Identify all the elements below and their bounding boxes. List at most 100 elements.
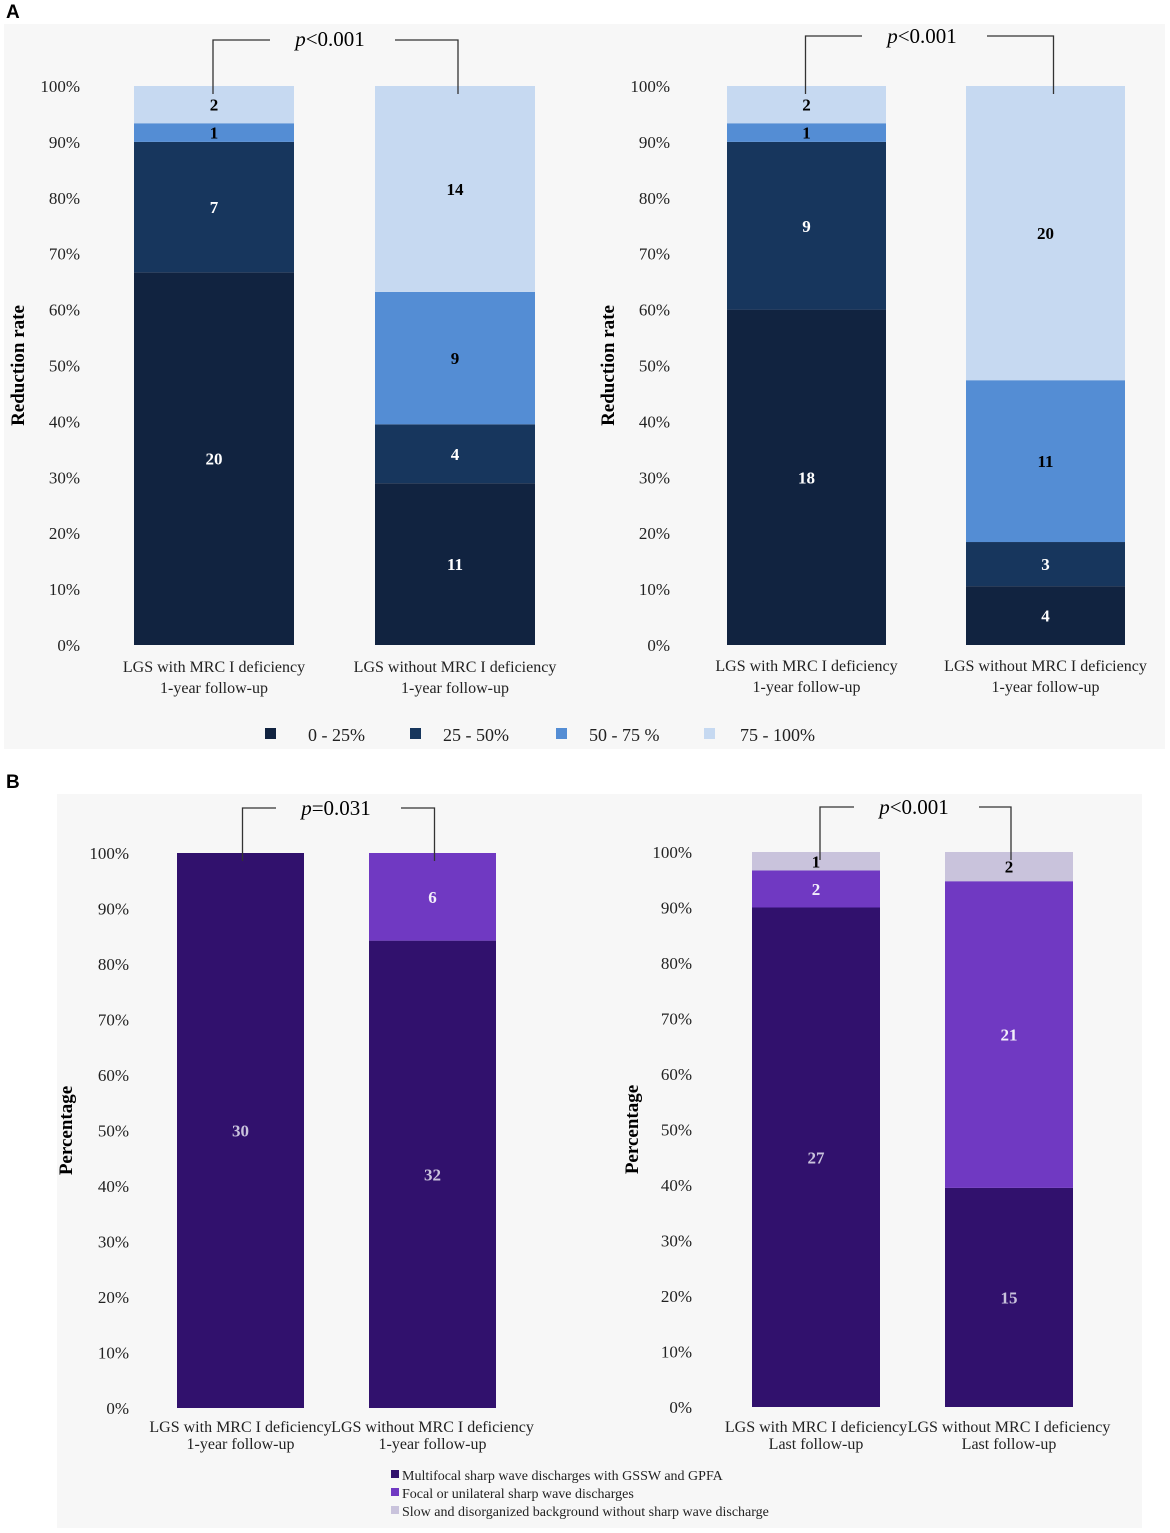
panelb-chart1-ytick-label: 0% [106, 1399, 129, 1418]
panelb-chart1-ytick-label: 90% [98, 900, 129, 919]
panelb-chart2-bar-2-data-label-1: 15 [1001, 1288, 1018, 1307]
panela-chart1-ytick-label: 100% [40, 77, 80, 96]
panelb-chart2-y-axis-title: Percentage [622, 1085, 643, 1174]
panelb-chart2-ytick-label: 60% [661, 1065, 692, 1084]
panelb-chart2-category-label-2: LGS without MRC I deficiency [908, 1419, 1111, 1436]
legend-b-swatch-2 [391, 1488, 399, 1496]
panela-chart2-bar-1-segment-2 [727, 141, 886, 310]
panela-chart1-bar-2-segment-1 [375, 483, 535, 645]
panelb-chart1-significance-bracket [241, 807, 436, 861]
panelb-chart1-category-sublabel-1: 1-year follow-up [187, 1436, 295, 1453]
panela-chart2-bar-2-segment-2 [966, 542, 1125, 587]
panelb-chart2-bar-2-segment-2 [945, 881, 1073, 1188]
panela-chart1-significance-bracket [212, 39, 459, 94]
panelb-chart2-p-value-number: <0.001 [890, 795, 949, 819]
panela-chart1-category-label-1: LGS with MRC I deficiency [123, 659, 305, 676]
panelb-chart2-ytick-label: 90% [661, 899, 692, 918]
panela-chart2-ytick-label: 0% [647, 636, 670, 655]
panela-chart1-ytick-label: 10% [49, 580, 80, 599]
panela-chart2-bar-1-segment-3 [727, 123, 886, 142]
panelb-chart2-p-value: p<0.001 [877, 795, 949, 819]
panelb-chart1-p-value-symbol: p [299, 796, 312, 820]
panela-chart1-bar-2-segment-3 [375, 291, 535, 425]
panelb-chart1-ytick-label: 30% [98, 1233, 129, 1252]
panela-chart1-y-axis-title: Reduction rate [8, 305, 29, 426]
panela-chart2-category-label-2: LGS without MRC I deficiency [944, 658, 1147, 675]
panelb-chart2-category-label-1: LGS with MRC I deficiency [725, 1419, 907, 1436]
panelb-chart2-ytick-label: 20% [661, 1287, 692, 1306]
panelb-chart1-bar-1-segment-1 [177, 853, 304, 1408]
panela-chart1-category-label-2: LGS without MRC I deficiency [354, 659, 557, 676]
panela-chart2-p-value: p<0.001 [885, 24, 957, 48]
panelb-chart2-ytick-label: 40% [661, 1176, 692, 1195]
panela-chart1-bar-1-data-label-2: 7 [210, 198, 219, 217]
panela-chart1-p-value: p<0.001 [293, 27, 365, 51]
panela-chart2-ytick-label: 30% [639, 468, 670, 487]
panelb-chart1-ytick-label: 40% [98, 1177, 129, 1196]
panela-chart2-ytick-label: 10% [639, 580, 670, 599]
panela-chart2-category-label-1: LGS with MRC I deficiency [715, 658, 897, 675]
legend-a-label-2: 25 - 50% [443, 725, 509, 745]
panela-chart2-category-sublabel-1: 1-year follow-up [753, 679, 861, 696]
panelb-chart2-significance-bracket [819, 806, 1012, 860]
panelb-chart2-ytick-label: 30% [661, 1232, 692, 1251]
panela-chart1-bar-1-segment-2 [134, 141, 294, 273]
panela-chart1-bar-1-data-label-1: 20 [206, 450, 223, 469]
panela-chart2-bar-1-data-label-1: 18 [798, 468, 815, 487]
panela-chart2-y-axis-title: Reduction rate [598, 305, 619, 426]
panela-chart1-bar-2-data-label-4: 14 [447, 180, 465, 199]
panelb-chart1-ytick-label: 10% [98, 1344, 129, 1363]
legend-b-swatch-1 [391, 1470, 399, 1478]
panela-chart2-ytick-label: 70% [639, 245, 670, 264]
panelb-chart2-bar-2-segment-3 [945, 852, 1073, 882]
legend-b-swatch-3 [391, 1506, 399, 1514]
panelb-chart2-ytick-label: 100% [652, 843, 692, 862]
panelb-chart2-bar-1-segment-1 [752, 907, 880, 1407]
panelb-chart1-ytick-label: 100% [89, 844, 129, 863]
panelb-chart1-ytick-label: 70% [98, 1011, 129, 1030]
panelb-chart2-bar-2-data-label-3: 2 [1005, 858, 1014, 877]
panelb-chart1-bar-2-segment-2 [369, 853, 496, 941]
legend-b-label-1: Multifocal sharp wave discharges with GS… [402, 1469, 724, 1484]
panela-chart2-bar-2-segment-1 [966, 586, 1125, 645]
panelb-chart2-category-sublabel-2: Last follow-up [962, 1436, 1057, 1453]
panelb-chart1-ytick-label: 80% [98, 955, 129, 974]
panela-chart1-bar-1-segment-1 [134, 272, 294, 645]
panela-chart1-bar-1-segment-4 [134, 86, 294, 124]
panela-chart2-ytick-label: 50% [639, 357, 670, 376]
panela-chart2-bar-2-data-label-2: 3 [1041, 555, 1050, 574]
legend-b-label-2: Focal or unilateral sharp wave discharge… [402, 1487, 634, 1502]
panela-chart1-ytick-label: 0% [57, 636, 80, 655]
panelb-chart1-bar-2-data-label-2: 6 [428, 888, 437, 907]
panelb-chart1-category-label-1: LGS with MRC I deficiency [149, 1419, 331, 1436]
panelb-chart2-p-value-symbol: p [877, 795, 890, 819]
panelb-chart2-bar-1-segment-3 [752, 852, 880, 871]
panela-chart1-bar-2-data-label-2: 4 [451, 445, 460, 464]
panelb-chart2-bar-1-data-label-2: 2 [812, 880, 821, 899]
panelb-chart2-bar-1-data-label-3: 1 [812, 852, 821, 871]
panela-chart2-bar-2-data-label-1: 4 [1041, 607, 1050, 626]
panela-chart2-bar-1-data-label-3: 1 [802, 124, 811, 143]
panela-chart2-bar-1-segment-1 [727, 309, 886, 645]
legend-a-label-1: 0 - 25% [308, 725, 365, 745]
panela-chart2-bar-2-segment-3 [966, 380, 1125, 543]
panela-chart2-ytick-label: 90% [639, 133, 670, 152]
panelb-chart1-bar-2-segment-1 [369, 940, 496, 1408]
legend-a-swatch-2 [410, 728, 421, 739]
panelb-chart1-ytick-label: 50% [98, 1122, 129, 1141]
panela-chart2-bar-1-data-label-4: 2 [802, 96, 811, 115]
panela-chart2-ytick-label: 80% [639, 189, 670, 208]
panela-chart2-bar-1-data-label-2: 9 [802, 217, 811, 236]
panela-chart2-category-sublabel-2: 1-year follow-up [992, 679, 1100, 696]
panela-chart1-ytick-label: 50% [49, 357, 80, 376]
panela-chart1-ytick-label: 30% [49, 468, 80, 487]
panelb-chart1-ytick-label: 20% [98, 1288, 129, 1307]
panela-chart1-bar-2-segment-2 [375, 424, 535, 484]
panela-chart2-p-value-number: <0.001 [898, 24, 957, 48]
panela-chart1-ytick-label: 90% [49, 133, 80, 152]
legend-a-swatch-3 [556, 728, 567, 739]
panela-chart1-ytick-label: 40% [49, 412, 80, 431]
panelb-chart1-category-sublabel-2: 1-year follow-up [379, 1436, 487, 1453]
legend-a-swatch-1 [265, 728, 276, 739]
panelb-chart1-p-value: p=0.031 [299, 796, 371, 820]
